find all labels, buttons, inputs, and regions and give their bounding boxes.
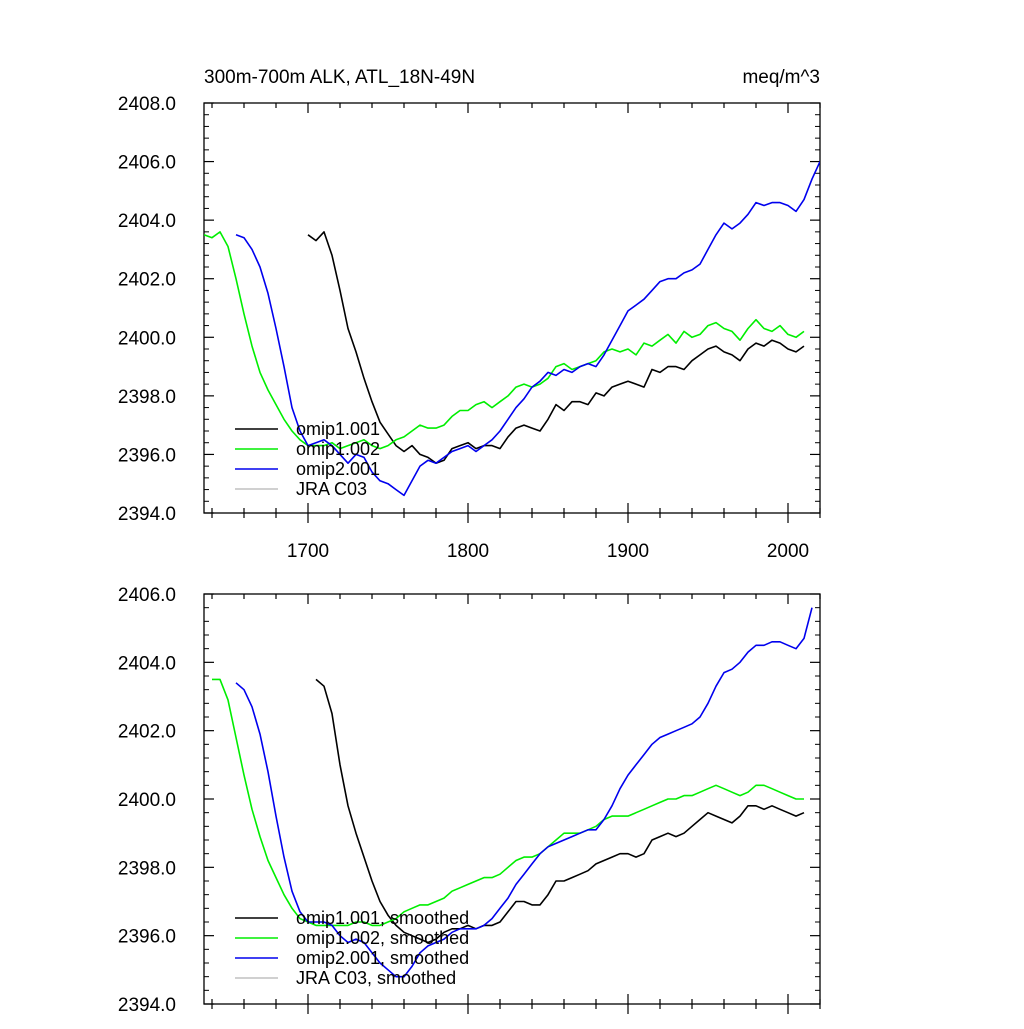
plot-frame — [203, 102, 821, 514]
y-tick-label: 2394.0 — [118, 995, 176, 1016]
series-line-omip1-001 — [307, 231, 805, 465]
legend-label: omip1.001 — [296, 419, 380, 439]
y-tick-label: 2400.0 — [118, 328, 176, 349]
series-line-omip2-001 — [235, 161, 820, 497]
top-panel-title: 300m-700m ALK, ATL_18N-49N — [204, 67, 475, 88]
y-tick-label: 2398.0 — [118, 858, 176, 879]
y-tick-label: 2394.0 — [118, 504, 176, 525]
y-tick-label: 2408.0 — [118, 94, 176, 115]
top-panel: 300m-700m ALK, ATL_18N-49N meq/m^3 2394.… — [118, 67, 821, 562]
legend-label: JRA C03, smoothed — [296, 968, 456, 988]
bottom-plot-area: 2394.0 2396.0 2398.0 2400.0 2402.0 2404.0 2406… — [118, 585, 821, 1016]
legend-label: omip2.001, smoothed — [296, 948, 469, 968]
legend-label: JRA C03 — [296, 479, 367, 499]
x-tick-label: 1700 — [287, 541, 329, 562]
x-tick-label: 1800 — [447, 541, 489, 562]
legend-label: omip2.001 — [296, 459, 380, 479]
legend-label: omip1.002 — [296, 439, 380, 459]
legend-label: omip1.002, smoothed — [296, 928, 469, 948]
y-tick-label: 2398.0 — [118, 387, 176, 408]
top-plot-area: 2394.0 2396.0 2398.0 2400.0 2402.0 2404.0 2406… — [118, 94, 821, 562]
y-tick-label: 2396.0 — [118, 445, 176, 466]
legend-label: omip1.001, smoothed — [296, 908, 469, 928]
y-tick-label: 2402.0 — [118, 270, 176, 291]
y-tick-label: 2404.0 — [118, 211, 176, 232]
bottom-panel: 2394.0 2396.0 2398.0 2400.0 2402.0 2404.0 2406… — [118, 585, 821, 1016]
x-tick-label: 2000 — [767, 541, 809, 562]
series-line-omip1-002-smoothed — [212, 678, 804, 927]
top-panel-units: meq/m^3 — [742, 67, 820, 88]
y-tick-label: 2404.0 — [118, 653, 176, 674]
x-tick-label: 1900 — [607, 541, 649, 562]
y-tick-label: 2402.0 — [118, 722, 176, 743]
series-line-omip1-001-smoothed — [315, 678, 805, 944]
series-line-omip1-002 — [204, 231, 805, 450]
series-line-omip2-001-smoothed — [235, 607, 813, 978]
y-tick-label: 2396.0 — [118, 927, 176, 948]
y-tick-label: 2406.0 — [118, 585, 176, 606]
y-tick-label: 2400.0 — [118, 790, 176, 811]
y-tick-label: 2406.0 — [118, 153, 176, 174]
